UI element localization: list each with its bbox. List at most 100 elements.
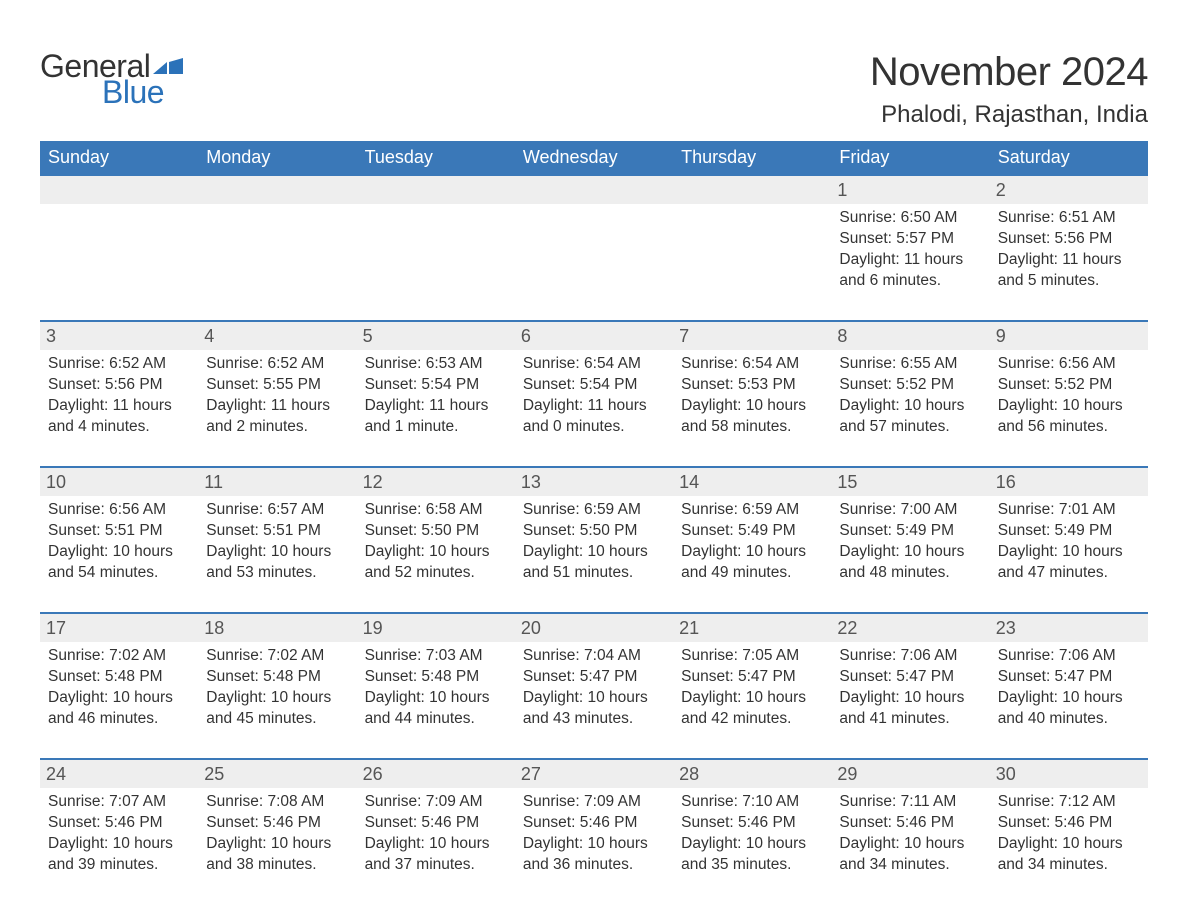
sunset-text: Sunset: 5:56 PM	[998, 229, 1140, 250]
daylight-text: Daylight: 10 hours and 35 minutes.	[681, 834, 823, 876]
day-number: 25	[198, 760, 356, 788]
day-number: 5	[357, 322, 515, 350]
sunrise-text: Sunrise: 7:09 AM	[365, 792, 507, 813]
day-cell: 24Sunrise: 7:07 AMSunset: 5:46 PMDayligh…	[40, 760, 198, 882]
day-cell: 21Sunrise: 7:05 AMSunset: 5:47 PMDayligh…	[673, 614, 831, 736]
title-block: November 2024 Phalodi, Rajasthan, India	[870, 50, 1148, 129]
sunset-text: Sunset: 5:49 PM	[681, 521, 823, 542]
day-cell: 5Sunrise: 6:53 AMSunset: 5:54 PMDaylight…	[357, 322, 515, 444]
sunrise-text: Sunrise: 6:54 AM	[681, 354, 823, 375]
day-cell: 14Sunrise: 6:59 AMSunset: 5:49 PMDayligh…	[673, 468, 831, 590]
day-number: 16	[990, 468, 1148, 496]
location: Phalodi, Rajasthan, India	[870, 101, 1148, 129]
day-number: 21	[673, 614, 831, 642]
day-number: 10	[40, 468, 198, 496]
sunrise-text: Sunrise: 6:54 AM	[523, 354, 665, 375]
sunset-text: Sunset: 5:48 PM	[48, 667, 190, 688]
sunrise-text: Sunrise: 6:52 AM	[48, 354, 190, 375]
day-cell: 20Sunrise: 7:04 AMSunset: 5:47 PMDayligh…	[515, 614, 673, 736]
sunset-text: Sunset: 5:48 PM	[206, 667, 348, 688]
sunrise-text: Sunrise: 6:59 AM	[523, 500, 665, 521]
day-number: 18	[198, 614, 356, 642]
sunrise-text: Sunrise: 7:07 AM	[48, 792, 190, 813]
day-cell: 17Sunrise: 7:02 AMSunset: 5:48 PMDayligh…	[40, 614, 198, 736]
day-cell: 7Sunrise: 6:54 AMSunset: 5:53 PMDaylight…	[673, 322, 831, 444]
day-cell: 12Sunrise: 6:58 AMSunset: 5:50 PMDayligh…	[357, 468, 515, 590]
daylight-text: Daylight: 11 hours and 0 minutes.	[523, 396, 665, 438]
day-number: 27	[515, 760, 673, 788]
calendar: Sunday Monday Tuesday Wednesday Thursday…	[40, 141, 1148, 882]
sunset-text: Sunset: 5:53 PM	[681, 375, 823, 396]
day-number	[673, 176, 831, 204]
day-cell: 1Sunrise: 6:50 AMSunset: 5:57 PMDaylight…	[831, 176, 989, 298]
day-number: 23	[990, 614, 1148, 642]
sunset-text: Sunset: 5:47 PM	[523, 667, 665, 688]
sunset-text: Sunset: 5:46 PM	[839, 813, 981, 834]
day-cell: 16Sunrise: 7:01 AMSunset: 5:49 PMDayligh…	[990, 468, 1148, 590]
sunrise-text: Sunrise: 6:56 AM	[48, 500, 190, 521]
daylight-text: Daylight: 10 hours and 41 minutes.	[839, 688, 981, 730]
daylight-text: Daylight: 10 hours and 37 minutes.	[365, 834, 507, 876]
sunset-text: Sunset: 5:50 PM	[523, 521, 665, 542]
day-cell: 26 Sunrise: 7:09 AMSunset: 5:46 PMDayligh…	[357, 760, 515, 882]
weekday-header-row: Sunday Monday Tuesday Wednesday Thursday…	[40, 141, 1148, 174]
day-cell: 11Sunrise: 6:57 AMSunset: 5:51 PMDayligh…	[198, 468, 356, 590]
sunset-text: Sunset: 5:50 PM	[365, 521, 507, 542]
daylight-text: Daylight: 10 hours and 48 minutes.	[839, 542, 981, 584]
daylight-text: Daylight: 10 hours and 38 minutes.	[206, 834, 348, 876]
sunrise-text: Sunrise: 6:56 AM	[998, 354, 1140, 375]
day-cell: 27Sunrise: 7:09 AMSunset: 5:46 PMDayligh…	[515, 760, 673, 882]
logo-text-blue: Blue	[102, 74, 164, 111]
day-number: 6	[515, 322, 673, 350]
daylight-text: Daylight: 10 hours and 49 minutes.	[681, 542, 823, 584]
daylight-text: Daylight: 10 hours and 36 minutes.	[523, 834, 665, 876]
sunset-text: Sunset: 5:47 PM	[998, 667, 1140, 688]
daylight-text: Daylight: 10 hours and 39 minutes.	[48, 834, 190, 876]
sunset-text: Sunset: 5:57 PM	[839, 229, 981, 250]
weekday-header: Tuesday	[357, 141, 515, 174]
day-cell: 10Sunrise: 6:56 AMSunset: 5:51 PMDayligh…	[40, 468, 198, 590]
week-row: 17Sunrise: 7:02 AMSunset: 5:48 PMDayligh…	[40, 612, 1148, 736]
day-cell: 6 Sunrise: 6:54 AMSunset: 5:54 PMDaylight…	[515, 322, 673, 444]
daylight-text: Daylight: 10 hours and 47 minutes.	[998, 542, 1140, 584]
day-number: 13	[515, 468, 673, 496]
sunset-text: Sunset: 5:52 PM	[839, 375, 981, 396]
day-cell: 30Sunrise: 7:12 AMSunset: 5:46 PMDayligh…	[990, 760, 1148, 882]
sunrise-text: Sunrise: 7:06 AM	[998, 646, 1140, 667]
day-number: 19	[357, 614, 515, 642]
daylight-text: Daylight: 11 hours and 2 minutes.	[206, 396, 348, 438]
day-number: 22	[831, 614, 989, 642]
week-row: 3Sunrise: 6:52 AMSunset: 5:56 PMDaylight…	[40, 320, 1148, 444]
daylight-text: Daylight: 10 hours and 34 minutes.	[839, 834, 981, 876]
sunrise-text: Sunrise: 7:12 AM	[998, 792, 1140, 813]
week-row: 24Sunrise: 7:07 AMSunset: 5:46 PMDayligh…	[40, 758, 1148, 882]
daylight-text: Daylight: 10 hours and 53 minutes.	[206, 542, 348, 584]
weekday-header: Sunday	[40, 141, 198, 174]
weekday-header: Friday	[831, 141, 989, 174]
sunrise-text: Sunrise: 7:09 AM	[523, 792, 665, 813]
sunrise-text: Sunrise: 7:08 AM	[206, 792, 348, 813]
weekday-header: Wednesday	[515, 141, 673, 174]
day-cell: 23 Sunrise: 7:06 AMSunset: 5:47 PMDayligh…	[990, 614, 1148, 736]
day-number: 7	[673, 322, 831, 350]
day-cell: 28Sunrise: 7:10 AMSunset: 5:46 PMDayligh…	[673, 760, 831, 882]
page-title: November 2024	[870, 50, 1148, 95]
daylight-text: Daylight: 10 hours and 40 minutes.	[998, 688, 1140, 730]
daylight-text: Daylight: 10 hours and 45 minutes.	[206, 688, 348, 730]
day-number: 12	[357, 468, 515, 496]
day-cell: 18Sunrise: 7:02 AMSunset: 5:48 PMDayligh…	[198, 614, 356, 736]
daylight-text: Daylight: 11 hours and 5 minutes.	[998, 250, 1140, 292]
sunrise-text: Sunrise: 6:52 AM	[206, 354, 348, 375]
day-cell: 3Sunrise: 6:52 AMSunset: 5:56 PMDaylight…	[40, 322, 198, 444]
sunset-text: Sunset: 5:46 PM	[365, 813, 507, 834]
sunset-text: Sunset: 5:54 PM	[523, 375, 665, 396]
sunrise-text: Sunrise: 7:00 AM	[839, 500, 981, 521]
daylight-text: Daylight: 10 hours and 57 minutes.	[839, 396, 981, 438]
day-number: 2	[990, 176, 1148, 204]
sunset-text: Sunset: 5:51 PM	[206, 521, 348, 542]
day-number: 11	[198, 468, 356, 496]
sunset-text: Sunset: 5:54 PM	[365, 375, 507, 396]
day-number: 26	[357, 760, 515, 788]
week-row: 10Sunrise: 6:56 AMSunset: 5:51 PMDayligh…	[40, 466, 1148, 590]
sunrise-text: Sunrise: 7:10 AM	[681, 792, 823, 813]
